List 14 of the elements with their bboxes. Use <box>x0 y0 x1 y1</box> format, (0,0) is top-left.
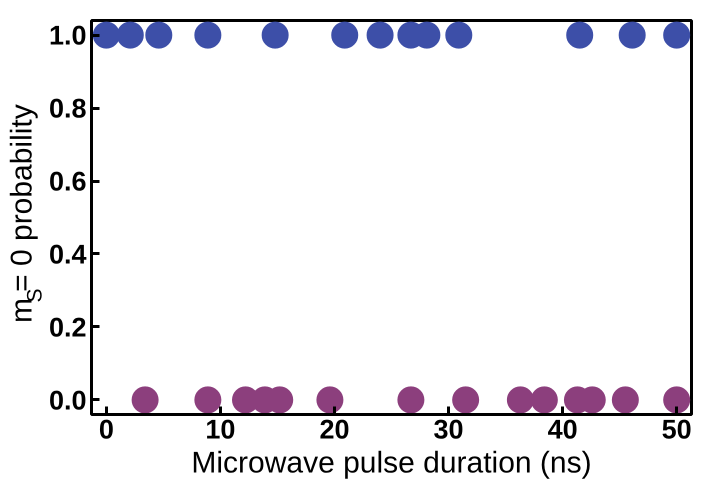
x-tick-label: 20 <box>319 414 350 444</box>
x-tick-label: 40 <box>548 414 578 444</box>
y-tick-label: 0.0 <box>48 385 87 416</box>
x-axis-title: Microwave pulse duration (ns) <box>191 446 592 480</box>
y-tick-label: 0.4 <box>48 239 87 270</box>
x-tick-label: 50 <box>662 414 692 444</box>
y-tick-label: 0.2 <box>48 312 87 342</box>
x-tick-label: 0 <box>98 414 114 444</box>
y-tick-label: 0.6 <box>48 166 87 197</box>
x-tick-label: 10 <box>205 414 236 444</box>
y-axis-title: mS= 0 probability <box>6 104 46 323</box>
y-tick-label: 0.8 <box>48 94 87 124</box>
y-tick-label: 1.0 <box>48 20 87 51</box>
x-tick-label: 30 <box>434 414 464 444</box>
